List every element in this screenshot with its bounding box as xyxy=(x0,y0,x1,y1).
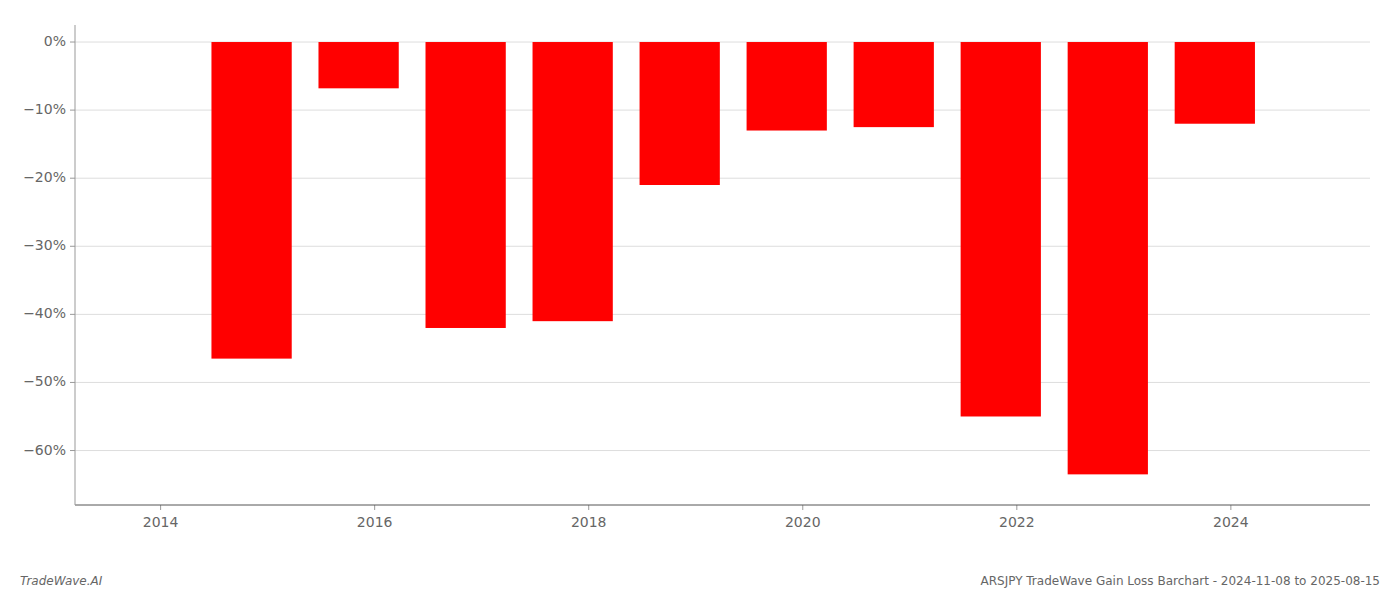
y-tick xyxy=(70,450,75,451)
x-tick-label: 2018 xyxy=(571,514,607,530)
y-tick xyxy=(70,314,75,315)
bar xyxy=(1068,42,1148,474)
bars xyxy=(211,42,1254,474)
x-axis-line xyxy=(75,505,1370,506)
y-tick xyxy=(70,246,75,247)
y-tick-label: −40% xyxy=(23,305,66,321)
chart-svg: 0% −10% −20% −30% −40% −50% −60% 2014 2016 2018 20… xyxy=(0,0,1400,600)
x-tick-label: 2016 xyxy=(357,514,393,530)
bar xyxy=(211,42,291,359)
bar xyxy=(854,42,934,127)
x-tick-label: 2022 xyxy=(999,514,1035,530)
x-tick-label: 2014 xyxy=(143,514,179,530)
y-tick-label: 0% xyxy=(44,33,66,49)
bar xyxy=(318,42,398,88)
x-tick-label: 2024 xyxy=(1213,514,1249,530)
x-tick xyxy=(1016,505,1017,510)
x-tick xyxy=(588,505,589,510)
y-tick-label: −60% xyxy=(23,442,66,458)
bar xyxy=(747,42,827,131)
y-tick-label: −10% xyxy=(23,101,66,117)
chart-container: 0% −10% −20% −30% −40% −50% −60% 2014 2016 2018 20… xyxy=(0,0,1400,600)
bar xyxy=(1175,42,1255,124)
y-axis-line xyxy=(75,25,76,505)
x-tick-label: 2020 xyxy=(785,514,821,530)
axes: 0% −10% −20% −30% −40% −50% −60% 2014 2016 2018 20… xyxy=(23,25,1370,530)
bar xyxy=(640,42,720,185)
y-tick-label: −20% xyxy=(23,169,66,185)
footer-right: ARSJPY TradeWave Gain Loss Barchart - 20… xyxy=(980,574,1380,588)
x-tick xyxy=(160,505,161,510)
grid-line xyxy=(75,382,1370,383)
y-tick xyxy=(70,110,75,111)
bar xyxy=(426,42,506,328)
footer-left: TradeWave.AI xyxy=(20,574,103,588)
y-tick-label: −30% xyxy=(23,237,66,253)
bar xyxy=(533,42,613,321)
y-tick xyxy=(70,382,75,383)
x-tick xyxy=(802,505,803,510)
grid xyxy=(75,42,1370,451)
y-tick xyxy=(70,42,75,43)
x-tick xyxy=(1230,505,1231,510)
bar xyxy=(961,42,1041,416)
y-tick-label: −50% xyxy=(23,373,66,389)
grid-line xyxy=(75,450,1370,451)
background xyxy=(0,0,1400,600)
y-tick xyxy=(70,178,75,179)
x-tick xyxy=(374,505,375,510)
